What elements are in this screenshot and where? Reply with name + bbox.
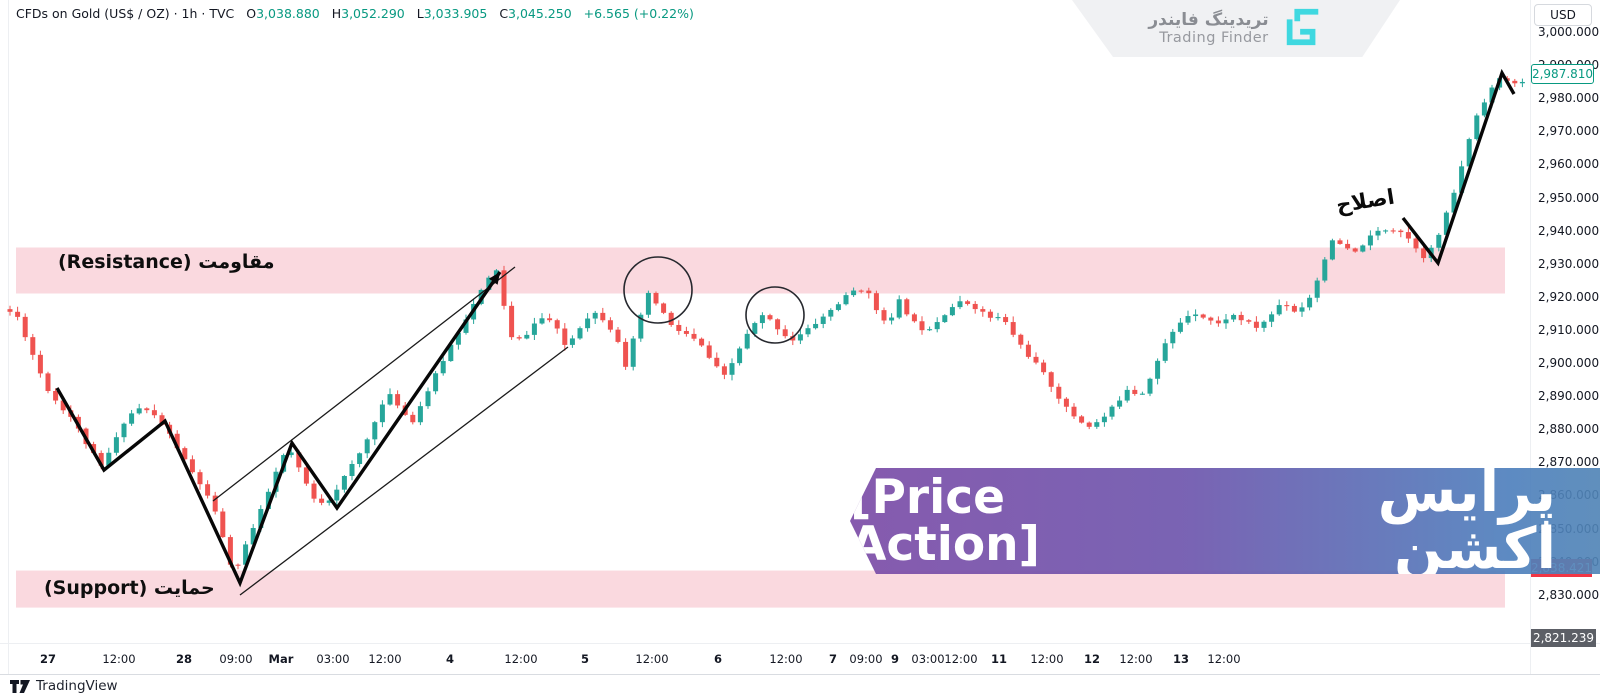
open-key: O (246, 6, 257, 21)
time-tick: 12:00 (635, 652, 669, 666)
tradingview-logo-text: TradingView (36, 678, 118, 694)
time-tick: 12:00 (368, 652, 402, 666)
channel-line-2[interactable] (239, 346, 569, 596)
support-zone-label: حمایت (Support) (44, 577, 215, 599)
currency-selector[interactable]: USD (1534, 4, 1592, 26)
time-tick: 12:00 (504, 652, 538, 666)
chart-left-border (8, 0, 9, 674)
symbol-legend[interactable]: CFDs on Gold (US$ / OZ) · 1h · TVC O3,03… (16, 6, 694, 21)
time-tick: 12:00 (102, 652, 136, 666)
brand-title-fa: تریدینگ فایندر (1148, 9, 1269, 30)
footer-border (0, 674, 1600, 675)
price-tick: 2,950.000 (1538, 190, 1600, 205)
trading-finder-watermark: تریدینگ فایندر Trading Finder (1072, 0, 1400, 57)
support-label-fa: حمایت (153, 577, 215, 599)
price-tick: 2,920.000 (1538, 289, 1600, 304)
open-value: 3,038.880 (256, 6, 320, 21)
price-tick: 2,910.000 (1538, 322, 1600, 337)
symbol-title[interactable]: CFDs on Gold (US$ / OZ) · 1h · TVC (16, 6, 235, 21)
time-tick: 9 (890, 652, 899, 666)
highlight-ellipse-2[interactable] (745, 286, 805, 344)
time-scale-border (0, 643, 1600, 644)
banner-title-fa: پرایس اکشن (1377, 459, 1556, 582)
time-tick: 5 (580, 652, 589, 666)
zigzag-correction[interactable] (1401, 68, 1516, 267)
time-tick: 11 (990, 652, 1007, 666)
time-tick: 09:00 (849, 652, 883, 666)
change-value: +6.565 (+0.22%) (583, 6, 694, 21)
time-tick: 12:00 (1207, 652, 1241, 666)
time-tick: Mar (268, 652, 294, 666)
time-tick: 09:00 (219, 652, 253, 666)
banner-title-en: [Price Action] (850, 470, 1041, 572)
price-tick: 2,960.000 (1538, 157, 1600, 172)
candles (7, 76, 1525, 570)
time-tick: 12:00 (769, 652, 803, 666)
price-tick: 2,970.000 (1538, 124, 1600, 139)
price-tick: 2,880.000 (1538, 422, 1600, 437)
time-tick: 03:00 (911, 652, 945, 666)
price-tick: 2,890.000 (1538, 389, 1600, 404)
time-tick: 03:00 (316, 652, 350, 666)
resistance-label-en: (Resistance) (58, 251, 192, 273)
low-key: L (416, 6, 424, 21)
zigzag-main-arrowhead (488, 272, 500, 285)
price-scale-border (1530, 0, 1531, 674)
resistance-zone-label: مقاومت (Resistance) (58, 251, 274, 273)
close-value: 3,045.250 (508, 6, 572, 21)
resistance-zone (16, 247, 1505, 294)
price-tick: 3,000.000 (1538, 25, 1600, 39)
high-value: 3,052.290 (341, 6, 405, 21)
time-tick: 12:00 (1030, 652, 1064, 666)
brand-title-en: Trading Finder (1159, 29, 1269, 46)
channel-line-1[interactable] (212, 266, 516, 502)
close-key: C (499, 6, 509, 21)
time-tick: 12 (1083, 652, 1100, 666)
tradingview-logo-icon (10, 679, 30, 693)
price-tick: 2,930.000 (1538, 256, 1600, 271)
high-key: H (331, 6, 342, 21)
support-zone (16, 570, 1505, 608)
range-low-label: 2,821.239 (1531, 629, 1596, 647)
price-tick: 2,940.000 (1538, 223, 1600, 238)
time-tick: 13 (1172, 652, 1189, 666)
time-tick: 4 (445, 652, 454, 666)
time-tick: 27 (39, 652, 56, 666)
resistance-label-fa: مقاومت (198, 251, 275, 273)
price-tick: 2,900.000 (1538, 356, 1600, 370)
tradingview-logo[interactable]: TradingView (10, 678, 118, 694)
trading-finder-logo-icon (1282, 5, 1324, 53)
time-tick: 6 (713, 652, 722, 666)
low-value: 3,033.905 (423, 6, 488, 21)
time-scale[interactable]: 27 12:00 28 09:00 Mar 03:00 12:00 4 12:00 5 12:00 6… (0, 648, 1530, 672)
price-tick: 2,830.000 (1538, 587, 1600, 602)
price-tick: 2,870.000 (1538, 455, 1600, 470)
time-tick: 7 (828, 652, 837, 666)
highlight-ellipse-1[interactable] (623, 256, 693, 324)
support-label-en: (Support) (44, 577, 148, 599)
price-tick: 2,980.000 (1538, 91, 1600, 106)
zigzag-main[interactable] (55, 271, 502, 588)
price-action-banner: پرایس اکشن [Price Action] (850, 468, 1600, 574)
time-tick: 12:00 (944, 652, 978, 666)
time-tick: 12:00 (1119, 652, 1153, 666)
time-tick: 28 (175, 652, 192, 666)
last-price-label: 2,987.810 (1531, 64, 1594, 84)
